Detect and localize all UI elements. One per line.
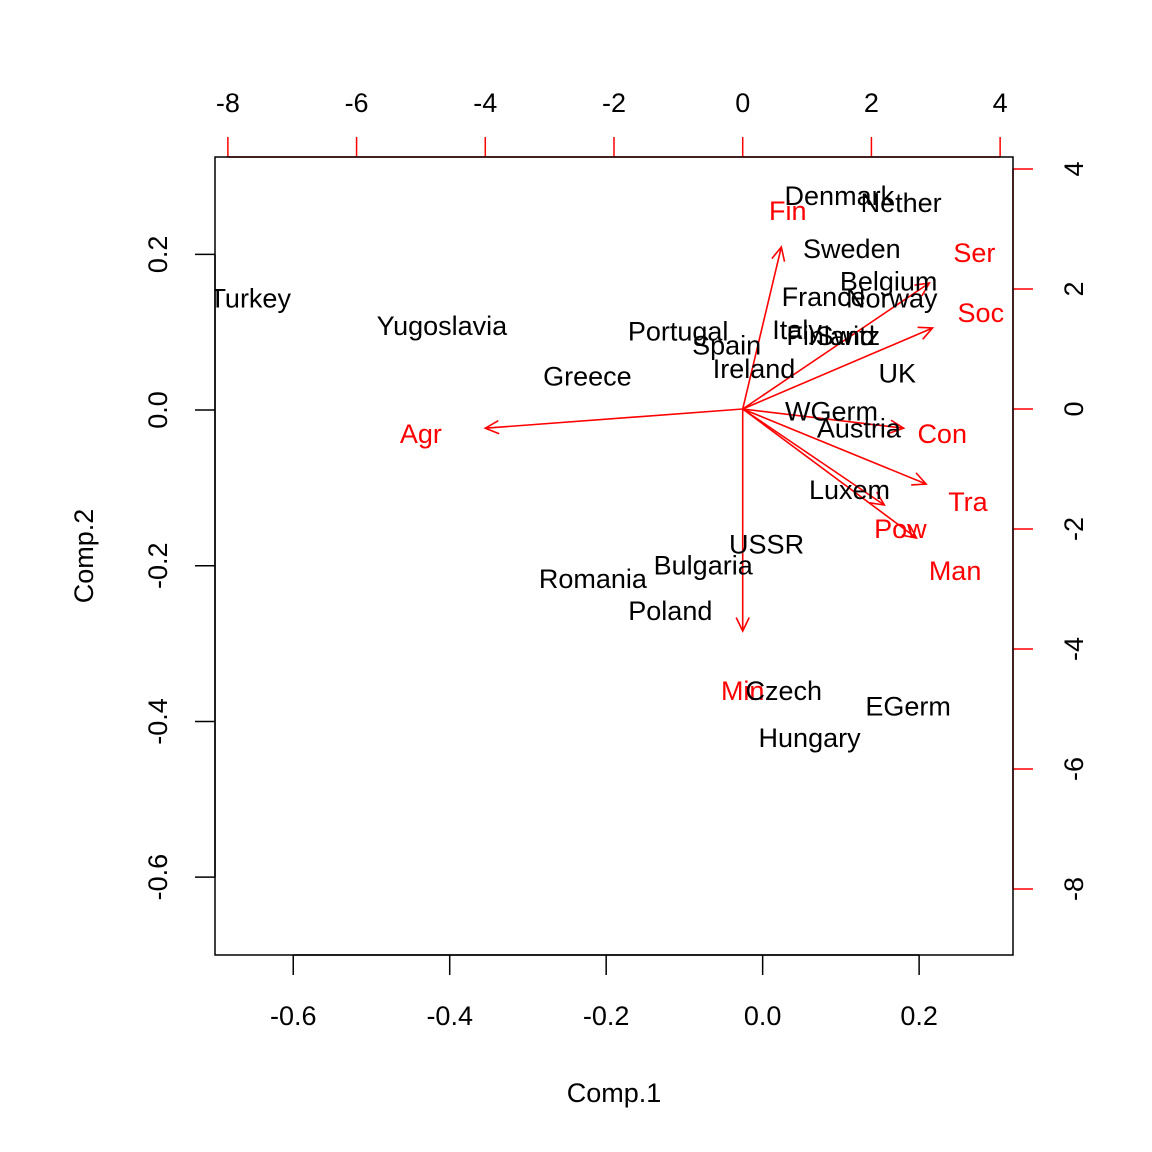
right-tick-label: -2 bbox=[1059, 517, 1089, 541]
loading-label: Soc bbox=[958, 298, 1005, 328]
y-tick-label: -0.2 bbox=[143, 542, 173, 589]
observation-spain: Spain bbox=[692, 330, 761, 360]
loading-min: Min bbox=[721, 409, 765, 706]
observation-austria: Austria bbox=[817, 414, 902, 444]
loading-arrow-head bbox=[911, 472, 928, 486]
loading-label: Tra bbox=[948, 487, 988, 517]
observation-bulgaria: Bulgaria bbox=[654, 551, 754, 581]
loading-arrow-head bbox=[869, 491, 886, 507]
observation-ireland: Ireland bbox=[713, 354, 796, 384]
loading-arrow-shaft bbox=[742, 408, 904, 429]
observation-egerm: EGerm bbox=[865, 692, 951, 722]
loading-arrow-shaft bbox=[742, 408, 885, 506]
observation-luxem: Luxem bbox=[809, 475, 890, 505]
observation-yugoslavia: Yugoslavia bbox=[377, 311, 509, 341]
observation-italy: Italy bbox=[772, 315, 822, 345]
loading-ser: Ser bbox=[742, 238, 995, 410]
observation-ussr: USSR bbox=[729, 530, 804, 560]
loading-con: Con bbox=[742, 408, 967, 449]
observation-hungary: Hungary bbox=[759, 723, 862, 753]
loading-arrow-shaft bbox=[742, 282, 930, 410]
loading-label: Min bbox=[721, 676, 765, 706]
loading-arrow-head bbox=[917, 326, 935, 340]
loading-arrow-shaft bbox=[485, 408, 743, 429]
loading-tra: Tra bbox=[742, 408, 989, 517]
top-tick-label: -2 bbox=[602, 88, 626, 118]
right-tick-label: 4 bbox=[1059, 161, 1089, 176]
right-tick-label: -8 bbox=[1059, 877, 1089, 901]
observation-uk: UK bbox=[878, 358, 916, 388]
observation-sweden: Sweden bbox=[803, 234, 901, 264]
loading-soc: Soc bbox=[742, 298, 1005, 410]
y-axis-title: Comp.2 bbox=[69, 509, 99, 604]
right-tick-label: -6 bbox=[1059, 757, 1089, 781]
loading-label: Con bbox=[917, 419, 967, 449]
y-tick-label: -0.6 bbox=[143, 854, 173, 901]
x-tick-label: -0.6 bbox=[270, 1001, 317, 1031]
observation-nether: Nether bbox=[861, 188, 942, 218]
loading-arrow-head bbox=[901, 524, 918, 540]
loading-label: Fin bbox=[769, 196, 807, 226]
observation-greece: Greece bbox=[543, 362, 632, 392]
observation-portugal: Portugal bbox=[628, 316, 729, 346]
loading-pow: Pow bbox=[742, 408, 927, 544]
loading-arrow-head bbox=[483, 419, 500, 435]
y-tick-label: 0.2 bbox=[143, 236, 173, 274]
loading-arrow-head bbox=[889, 419, 906, 434]
loading-man: Man bbox=[742, 408, 982, 586]
observation-switz: Switz bbox=[816, 321, 881, 351]
top-tick-label: 2 bbox=[864, 88, 879, 118]
y-tick-label: -0.4 bbox=[143, 698, 173, 745]
loading-label: Agr bbox=[400, 419, 442, 449]
observation-belgium: Belgium bbox=[840, 267, 938, 297]
observation-norway: Norway bbox=[846, 284, 938, 314]
loading-arrow-head bbox=[771, 245, 786, 262]
loading-arrow-head bbox=[735, 617, 750, 633]
observation-turkey: Turkey bbox=[209, 284, 291, 314]
right-tick-label: -4 bbox=[1059, 637, 1089, 661]
top-axis: -8 -6 -4 -2 0 2 4 bbox=[216, 88, 1008, 158]
top-tick-label: 4 bbox=[993, 88, 1008, 118]
top-tick-label: -8 bbox=[216, 88, 240, 118]
observation-poland: Poland bbox=[628, 596, 712, 626]
top-tick-label: -4 bbox=[473, 88, 497, 118]
x-axis-title: Comp.1 bbox=[567, 1078, 662, 1108]
plot-frame bbox=[214, 156, 1014, 956]
loading-label: Ser bbox=[953, 238, 995, 268]
observation-romania: Romania bbox=[539, 564, 648, 594]
observation-france: France bbox=[782, 282, 866, 312]
loading-fin: Fin bbox=[741, 196, 807, 410]
loading-arrow-shaft bbox=[742, 327, 933, 410]
observation-czech: Czech bbox=[746, 676, 823, 706]
x-tick-label: 0.2 bbox=[900, 1001, 938, 1031]
right-tick-label: 0 bbox=[1059, 401, 1089, 416]
top-tick-label: -6 bbox=[345, 88, 369, 118]
loading-arrow-head bbox=[914, 281, 931, 297]
loading-agr: Agr bbox=[400, 408, 743, 449]
loading-arrow-shaft bbox=[742, 408, 927, 485]
observation-wgerm: WGerm bbox=[785, 397, 878, 427]
top-tick-label: 0 bbox=[735, 88, 750, 118]
observation-denmark: Denmark bbox=[785, 181, 895, 211]
right-tick-label: 2 bbox=[1059, 281, 1089, 296]
loading-arrow-shaft bbox=[742, 408, 917, 539]
loading-arrow-shaft bbox=[741, 246, 783, 410]
x-tick-label: -0.4 bbox=[426, 1001, 473, 1031]
loading-label: Man bbox=[929, 556, 982, 586]
loading-label: Pow bbox=[874, 514, 927, 544]
y-tick-label: 0.0 bbox=[143, 391, 173, 429]
x-tick-label: -0.2 bbox=[583, 1001, 630, 1031]
x-tick-label: 0.0 bbox=[744, 1001, 782, 1031]
observation-finland: Finland bbox=[786, 321, 875, 351]
